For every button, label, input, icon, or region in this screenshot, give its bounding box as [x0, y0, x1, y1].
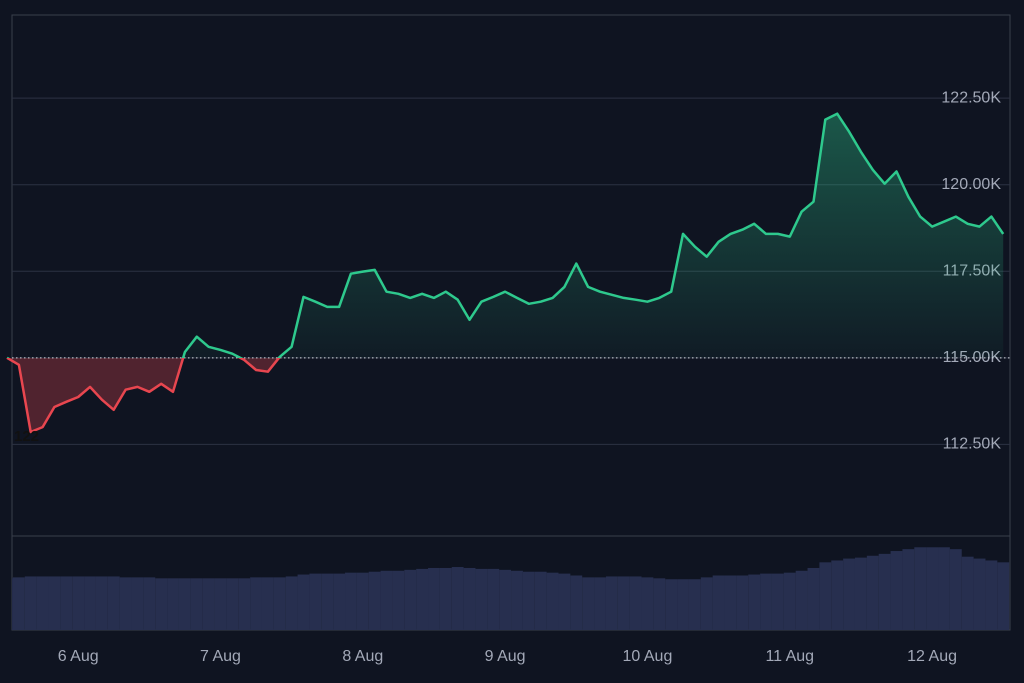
volume-bar — [629, 576, 642, 630]
volume-bar — [522, 571, 535, 630]
volume-bar — [511, 570, 523, 630]
volume-bar — [653, 578, 666, 630]
x-tick-label: 9 Aug — [485, 648, 526, 665]
y-tick-label: 122.50K — [941, 89, 1001, 106]
y-tick-label: 112.50K — [943, 436, 1002, 453]
volume-bar — [961, 556, 974, 630]
x-tick-label: 6 Aug — [58, 648, 99, 665]
volume-bar — [463, 567, 476, 630]
volume-bar — [973, 558, 986, 630]
y-tick-label: 120.00K — [941, 176, 1001, 193]
volume-bar — [167, 578, 179, 630]
volume-bar — [724, 575, 737, 630]
volume-bar — [333, 573, 346, 630]
volume-bar — [938, 547, 950, 630]
x-tick-label: 12 Aug — [907, 648, 957, 665]
volume-bar — [72, 576, 85, 630]
volume-bar — [795, 570, 808, 630]
volume-bar — [819, 562, 832, 630]
volume-bar — [605, 576, 618, 630]
volume-bar — [712, 575, 725, 630]
volume-bar — [807, 567, 820, 630]
volume-bar — [594, 577, 606, 630]
volume-bar — [226, 578, 239, 630]
volume-bar — [665, 579, 678, 630]
volume-bar — [949, 549, 962, 630]
volume-bar — [617, 576, 630, 630]
x-tick-label: 7 Aug — [200, 648, 241, 665]
volume-bar — [688, 579, 701, 630]
volume-bar — [238, 578, 251, 630]
volume-bar — [843, 558, 855, 630]
volume-bar — [439, 567, 452, 630]
volume-bar — [380, 570, 393, 630]
volume-bar — [202, 578, 215, 630]
volume-bar — [48, 576, 61, 630]
volume-bar — [190, 578, 203, 630]
area-fill — [7, 113, 1004, 432]
volume-bar — [60, 576, 73, 630]
volume-bar — [783, 572, 796, 630]
volume-bar — [902, 549, 915, 630]
volume-bar — [582, 577, 595, 630]
volume-bar — [997, 562, 1010, 630]
volume-bar — [321, 573, 334, 630]
volume-bar — [392, 570, 405, 630]
x-tick-label: 11 Aug — [765, 648, 814, 665]
volume-bar — [914, 547, 927, 630]
volume-bar — [84, 576, 96, 630]
volume-bar — [546, 572, 559, 630]
volume-bar — [475, 568, 488, 630]
volume-bar — [926, 547, 939, 630]
volume-bar — [487, 568, 500, 630]
volume-bar — [309, 573, 322, 630]
volume-bar — [297, 574, 310, 630]
volume-bar — [866, 555, 879, 630]
volume-bar — [36, 576, 49, 630]
volume-bar — [214, 578, 227, 630]
volume-bar — [261, 577, 274, 630]
volume-bar — [534, 571, 547, 630]
volume-bar — [736, 575, 749, 630]
volume-bar — [368, 571, 381, 630]
x-tick-label: 10 Aug — [623, 648, 673, 665]
volume-bar — [250, 577, 262, 630]
x-tick-label: 8 Aug — [342, 648, 383, 665]
volume-bar — [143, 577, 156, 630]
volume-bar — [155, 578, 168, 630]
volume-bar — [107, 576, 120, 630]
volume-bar — [748, 574, 761, 630]
volume-bar — [558, 573, 571, 630]
volume-bar — [273, 577, 286, 630]
volume-bar — [95, 576, 108, 630]
volume-bar — [771, 573, 784, 630]
price-line — [6, 112, 1005, 434]
volume-bar — [178, 578, 191, 630]
volume-bar — [451, 567, 464, 630]
volume-bar — [404, 569, 417, 630]
volume-bar — [700, 577, 713, 630]
volume-bar — [760, 573, 772, 630]
volume-bar — [356, 572, 369, 630]
volume-bar — [345, 572, 357, 630]
volume-bar — [570, 575, 583, 630]
volume-bar — [854, 557, 867, 630]
volume-bar — [677, 579, 689, 630]
annotation: 122 — [14, 428, 39, 445]
volume-bar — [131, 577, 144, 630]
volume-bar — [890, 551, 903, 630]
volume-bar — [831, 560, 844, 630]
volume-bar — [641, 577, 654, 630]
volume-bar — [24, 576, 37, 630]
volume-bar — [12, 577, 25, 630]
volume-bar — [878, 553, 891, 630]
volume-bar — [985, 560, 998, 630]
volume-bar — [12, 578, 13, 630]
volume-bar — [416, 568, 429, 630]
volume-bar — [119, 577, 132, 630]
volume-bar — [285, 576, 298, 630]
volume-bar — [428, 567, 440, 630]
volume-bar — [499, 569, 512, 630]
